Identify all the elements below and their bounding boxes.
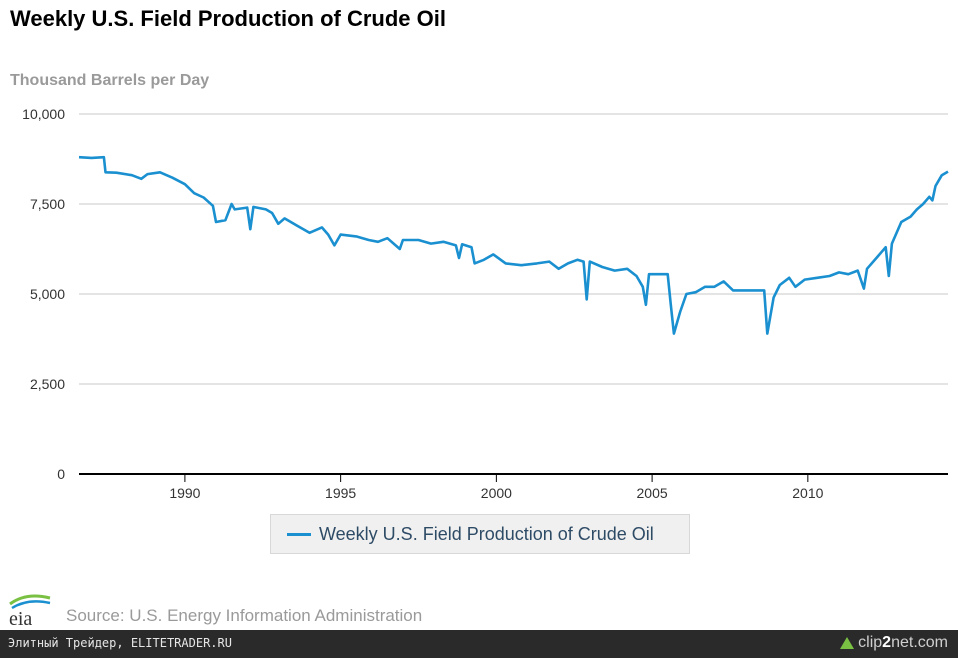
brand-suffix: net.com xyxy=(891,634,948,651)
series-line xyxy=(78,155,949,335)
x-tick-label: 2005 xyxy=(637,485,668,501)
x-tick-label: 1990 xyxy=(169,485,200,501)
legend-swatch xyxy=(287,532,311,536)
footer-bar: Элитный Трейдер, ELITETRADER.RU clip2net… xyxy=(0,630,958,658)
footer-brand[interactable]: clip2net.com xyxy=(840,634,948,652)
eia-logo-icon: eia xyxy=(9,594,51,628)
y-axis-label: Thousand Barrels per Day xyxy=(10,72,210,89)
y-tick-label: 0 xyxy=(57,466,65,482)
brand-prefix: clip xyxy=(858,634,883,651)
brand-highlight: 2 xyxy=(882,634,892,651)
y-tick-label: 2,500 xyxy=(30,376,65,392)
x-tick-label: 2000 xyxy=(481,485,512,501)
footer-site-label: Элитный Трейдер, ELITETRADER.RU xyxy=(8,636,232,650)
grid-lines xyxy=(79,113,948,475)
series-group xyxy=(78,155,949,335)
legend-label: Weekly U.S. Field Production of Crude Oi… xyxy=(319,523,654,544)
y-tick-label: 7,500 xyxy=(30,196,65,212)
y-tick-label: 10,000 xyxy=(22,106,65,122)
y-tick-labels: 0 2,500 5,000 7,500 10,000 xyxy=(22,106,65,482)
x-tick-label: 2010 xyxy=(792,485,823,501)
legend[interactable]: Weekly U.S. Field Production of Crude Oi… xyxy=(270,514,690,554)
x-tick-labels: 1990 1995 2000 2005 2010 xyxy=(169,474,824,501)
chart-title: Weekly U.S. Field Production of Crude Oi… xyxy=(10,6,446,31)
svg-text:eia: eia xyxy=(9,608,32,628)
y-tick-label: 5,000 xyxy=(30,286,65,302)
x-tick-label: 1995 xyxy=(325,485,356,501)
source-note: Source: U.S. Energy Information Administ… xyxy=(66,606,423,625)
clip2net-icon xyxy=(840,636,855,649)
